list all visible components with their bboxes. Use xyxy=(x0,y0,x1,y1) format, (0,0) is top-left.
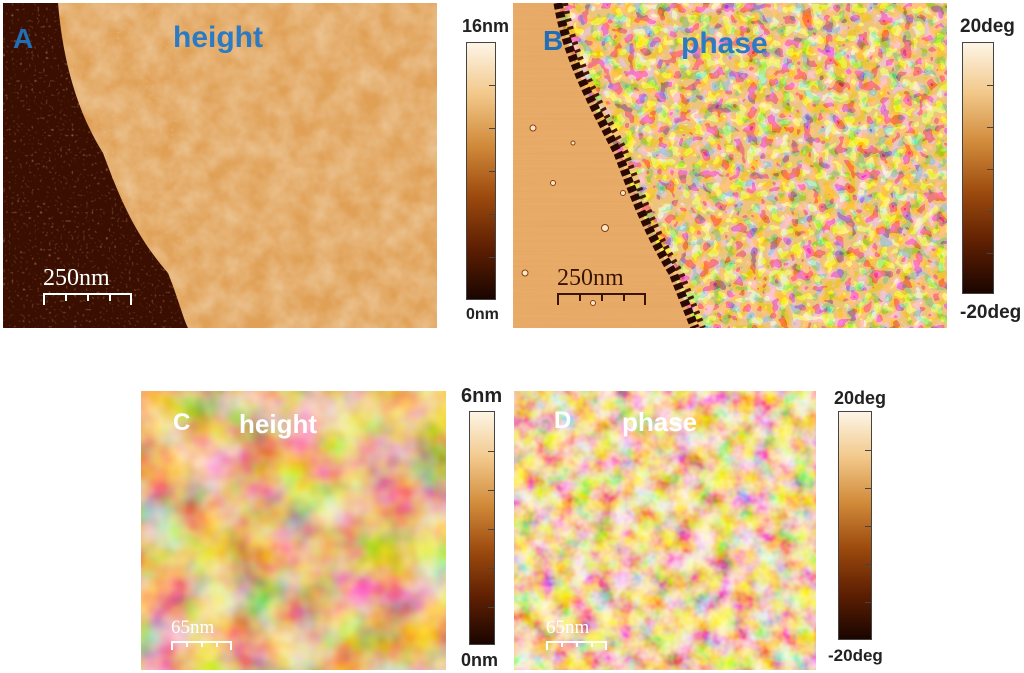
phase-map-d xyxy=(514,391,816,670)
phase-map-b xyxy=(513,3,947,328)
scale-bar-c: 65nm xyxy=(171,617,241,657)
colorbar-b-min-label: -20deg xyxy=(960,302,1022,323)
panel-letter-c: C xyxy=(173,409,191,436)
colorbar-a xyxy=(466,42,496,300)
colorbar-b-max-label: 20deg xyxy=(960,16,1015,37)
height-map-a xyxy=(3,3,437,328)
scale-bar-label-c: 65nm xyxy=(171,617,215,638)
colorbar-c-min-label: 0nm xyxy=(461,650,499,670)
panel-mode-label-c: height xyxy=(239,409,317,439)
colorbar-a-min-label: 0nm xyxy=(466,306,499,323)
scale-bar-d: 65nm xyxy=(546,617,616,657)
colorbar-b xyxy=(962,42,994,294)
panel-mode-label-a: height xyxy=(173,21,263,54)
panel-letter-d: D xyxy=(554,407,572,434)
height-map-c xyxy=(141,391,446,670)
scale-bar-label-d: 65nm xyxy=(546,617,590,638)
scale-bar-a: 250nm xyxy=(43,265,143,310)
panel-d-phase-image: D phase 65nm xyxy=(514,391,816,670)
panel-letter-a: A xyxy=(13,23,34,54)
panel-a-height-image: A height 250nm xyxy=(3,3,437,328)
scale-bar-label-b: 250nm xyxy=(557,265,624,291)
panel-mode-label-b: phase xyxy=(681,27,768,60)
colorbar-d-min-label: -20deg xyxy=(828,646,883,665)
colorbar-c xyxy=(469,411,495,645)
colorbar-d-max-label: 20deg xyxy=(834,388,887,408)
scale-bar-label-a: 250nm xyxy=(43,265,110,291)
panel-letter-b: B xyxy=(543,25,564,56)
colorbar-d xyxy=(838,411,872,640)
colorbar-c-max-label: 6nm xyxy=(461,385,503,407)
panel-c-height-image: C height 65nm xyxy=(141,391,446,670)
panel-mode-label-d: phase xyxy=(622,407,698,437)
colorbar-a-max-label: 16nm xyxy=(462,16,510,36)
panel-b-phase-image: B phase 250nm xyxy=(513,3,947,328)
scale-bar-b: 250nm xyxy=(557,265,657,310)
